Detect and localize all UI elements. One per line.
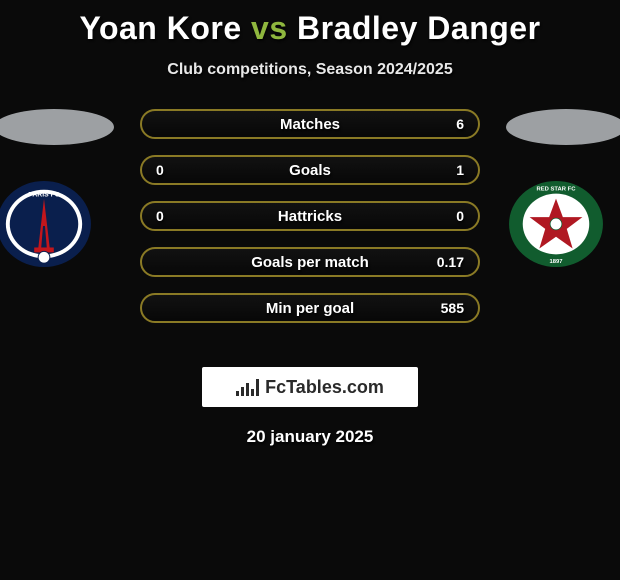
- stat-right-value: 585: [441, 300, 464, 316]
- date-line: 20 january 2025: [0, 427, 620, 447]
- svg-text:RED STAR FC: RED STAR FC: [537, 187, 577, 193]
- stat-label: Hattricks: [278, 208, 342, 225]
- svg-text:1897: 1897: [549, 259, 562, 265]
- stat-row: 0 Goals 1: [140, 155, 480, 185]
- paris-fc-logo-icon: PARIS FC: [0, 179, 93, 269]
- right-side-graphic: RED STAR FC 1897: [506, 109, 620, 269]
- stat-row: Min per goal 585: [140, 293, 480, 323]
- branding-badge: FcTables.com: [202, 367, 418, 407]
- stat-row: Matches 6: [140, 109, 480, 139]
- left-club-badge: PARIS FC: [0, 179, 94, 269]
- stat-right-value: 0: [456, 208, 464, 224]
- subtitle: Club competitions, Season 2024/2025: [0, 61, 620, 79]
- stat-right-value: 0.17: [437, 254, 464, 270]
- content-area: PARIS FC RED STAR FC 1897 Matches 6: [0, 109, 620, 349]
- stat-label: Matches: [280, 116, 340, 133]
- stat-right-value: 1: [456, 162, 464, 178]
- stat-label: Goals per match: [251, 254, 369, 271]
- stat-label: Goals: [289, 162, 331, 179]
- stat-row: 0 Hattricks 0: [140, 201, 480, 231]
- right-ellipse: [506, 109, 620, 145]
- stat-row: Goals per match 0.17: [140, 247, 480, 277]
- stat-rows: Matches 6 0 Goals 1 0 Hattricks 0 Goals …: [140, 109, 480, 323]
- player2-name: Bradley Danger: [297, 10, 541, 46]
- player1-name: Yoan Kore: [79, 10, 241, 46]
- branding-text: FcTables.com: [265, 377, 384, 398]
- stat-right-value: 6: [456, 116, 464, 132]
- stat-left-value: 0: [156, 208, 164, 224]
- left-side-graphic: PARIS FC: [0, 109, 114, 269]
- red-star-fc-logo-icon: RED STAR FC 1897: [507, 179, 605, 269]
- stat-label: Min per goal: [266, 300, 354, 317]
- left-ellipse: [0, 109, 114, 145]
- vs-separator: vs: [251, 10, 288, 46]
- svg-text:PARIS FC: PARIS FC: [28, 192, 59, 199]
- bars-chart-icon: [236, 378, 259, 396]
- stat-left-value: 0: [156, 162, 164, 178]
- right-club-badge: RED STAR FC 1897: [506, 179, 606, 269]
- comparison-title: Yoan Kore vs Bradley Danger: [0, 0, 620, 47]
